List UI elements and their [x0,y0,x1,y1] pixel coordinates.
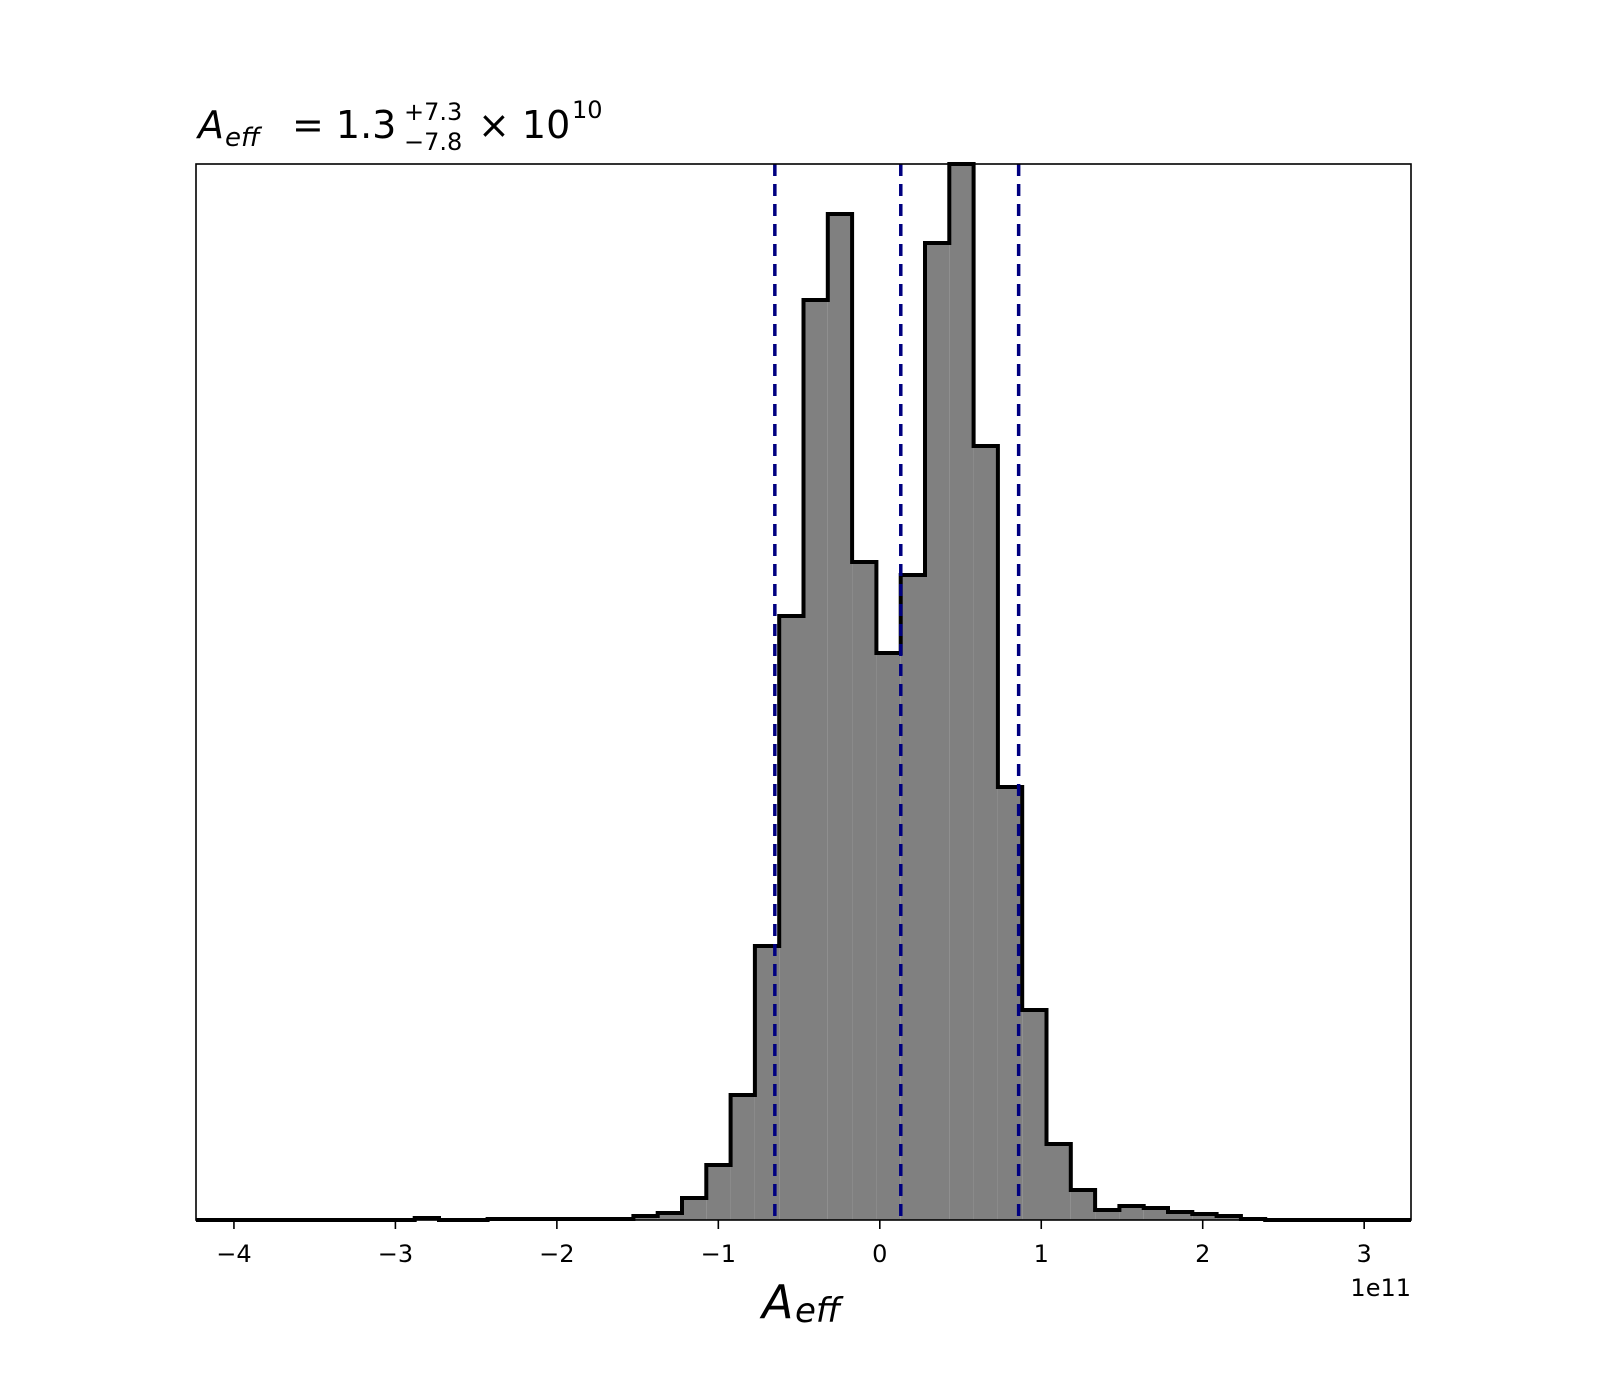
title-upper: +7.3 [404,98,462,126]
histogram-bar [706,1165,731,1220]
x-tick-label: 2 [1195,1240,1210,1268]
x-tick-label: 0 [872,1240,887,1268]
histogram-bar [657,1213,682,1220]
histogram-bar [973,446,998,1220]
histogram-bar [852,562,877,1220]
x-tick-label: −3 [378,1240,413,1268]
histogram-bar [876,653,901,1220]
x-tick-label: −2 [539,1240,574,1268]
histogram-bar [803,300,828,1220]
histogram-bar [682,1198,707,1220]
title-times: × 10 [478,103,570,147]
histogram-bar [1022,1010,1047,1220]
x-tick-label: −4 [216,1240,251,1268]
x-tick-label: 1 [1034,1240,1049,1268]
x-offset-label: 1e11 [1350,1274,1411,1302]
title-value: = 1.3 [292,103,396,147]
histogram-bar [949,164,974,1220]
title-exponent: 10 [572,96,603,124]
histogram-bar [1070,1190,1096,1220]
histogram-bar [1168,1212,1193,1220]
x-tick-label: −1 [701,1240,736,1268]
histogram-bar [827,214,853,1220]
histogram-bar [779,616,804,1220]
title-subscript: eff [225,123,263,153]
histogram-bar [1119,1206,1144,1220]
histogram-bar [730,1095,755,1220]
histogram-bar [1192,1214,1217,1220]
histogram-bar [1143,1208,1168,1220]
histogram-bar [1095,1210,1120,1220]
histogram-bar [925,243,950,1220]
title-symbol: A [195,103,224,147]
axes-frame [195,163,1412,1221]
x-label-symbol: A [759,1275,793,1329]
title-lower: −7.8 [404,128,462,156]
histogram-bar [900,575,925,1220]
histogram-bar [1046,1144,1071,1220]
x-label-subscript: eff [795,1291,844,1331]
x-tick-label: 3 [1357,1240,1372,1268]
